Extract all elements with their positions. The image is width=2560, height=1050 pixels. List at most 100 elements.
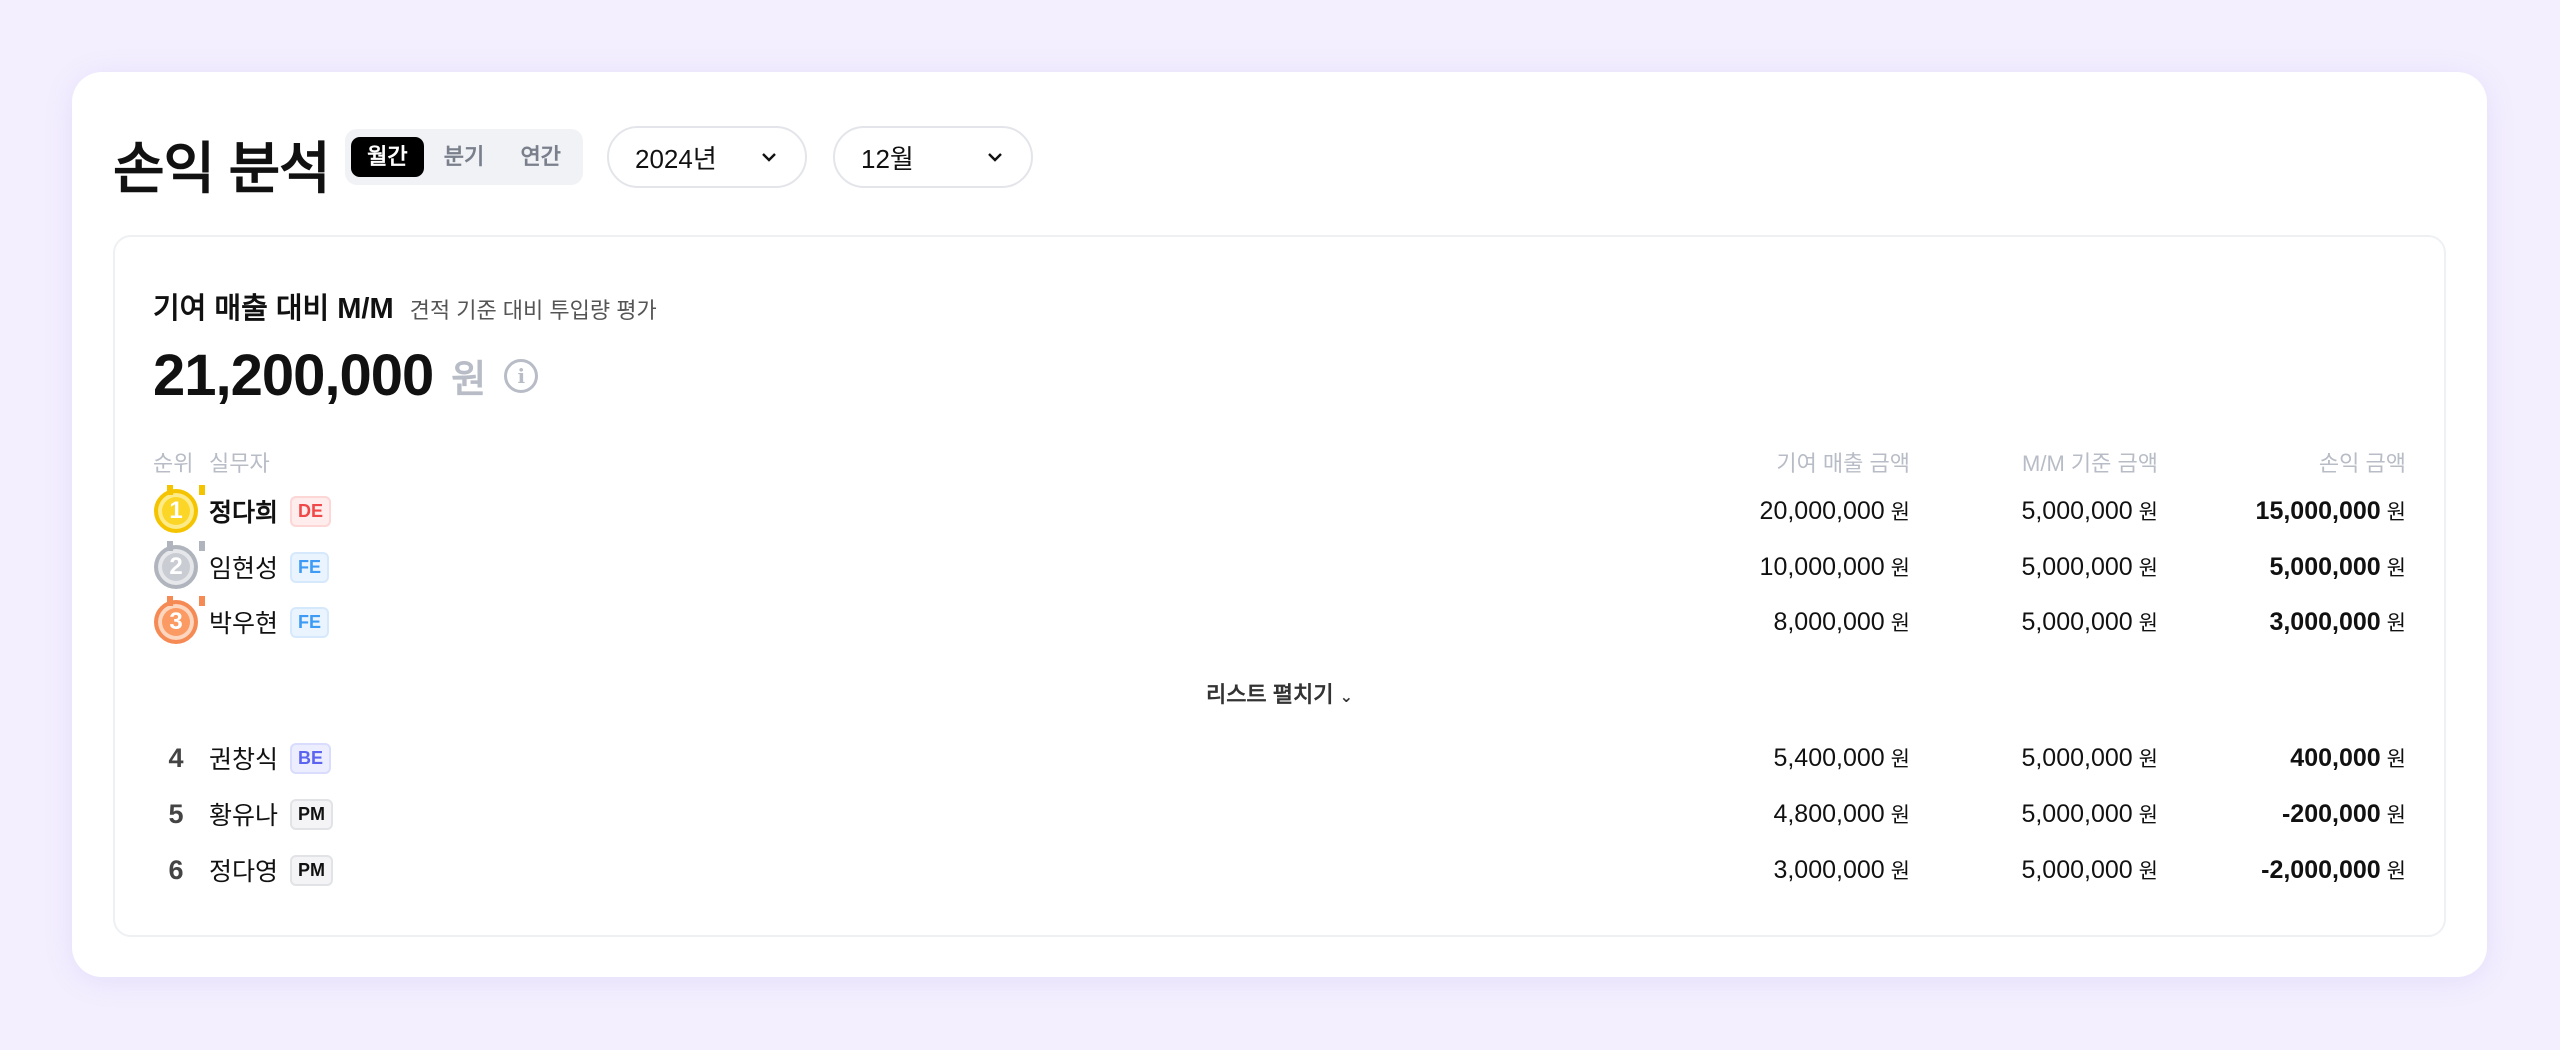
profit-value: 15,000,000 bbox=[2255, 496, 2381, 525]
member-name: 박우현 bbox=[209, 610, 279, 638]
won-unit: 원 bbox=[2386, 804, 2406, 827]
role-badge: FE bbox=[290, 606, 330, 638]
role-badge: DE bbox=[290, 495, 332, 527]
total-amount: 21,200,000 원 i bbox=[153, 342, 539, 409]
mm-value: 5,000,000 bbox=[2021, 743, 2133, 772]
name-cell: 박우현 FE bbox=[209, 597, 330, 647]
profit-value: 3,000,000 bbox=[2269, 607, 2381, 636]
table-row: 6 정다영 PM 3,000,000 원 5,000,000 원 -2,000,00… bbox=[115, 845, 2444, 895]
mm-cell: 5,000,000 원 bbox=[2021, 733, 2158, 783]
name-cell: 정다희 DE bbox=[209, 486, 332, 536]
profit-value: 5,000,000 bbox=[2269, 552, 2381, 581]
year-select[interactable]: 2024년 bbox=[607, 126, 807, 188]
revenue-value: 4,800,000 bbox=[1773, 799, 1885, 828]
revenue-cell: 3,000,000 원 bbox=[1773, 845, 1910, 895]
medal-icon: 3 bbox=[154, 596, 205, 644]
rank-cell: 3 bbox=[153, 596, 205, 647]
mm-cell: 5,000,000 원 bbox=[2021, 542, 2158, 592]
total-unit: 원 bbox=[451, 359, 487, 401]
profit-cell: -2,000,000 원 bbox=[2261, 845, 2406, 895]
chevron-down-icon bbox=[762, 153, 776, 162]
mm-value: 5,000,000 bbox=[2021, 496, 2133, 525]
member-name: 황유나 bbox=[209, 802, 279, 830]
rank-number: 5 bbox=[168, 798, 184, 829]
name-cell: 임현성 FE bbox=[209, 542, 330, 592]
header-revenue: 기여 매출 금액 bbox=[1776, 451, 1910, 476]
revenue-cell: 8,000,000 원 bbox=[1773, 597, 1910, 647]
rank-cell: 1 bbox=[153, 485, 205, 536]
won-unit: 원 bbox=[1890, 501, 1910, 524]
month-value: 12월 bbox=[861, 143, 914, 174]
expand-label: 리스트 펼치기 bbox=[1205, 682, 1334, 707]
revenue-value: 8,000,000 bbox=[1773, 607, 1885, 636]
mm-cell: 5,000,000 원 bbox=[2021, 845, 2158, 895]
expand-list-button[interactable]: 리스트 펼치기 ⌄ bbox=[115, 677, 2444, 709]
year-value: 2024년 bbox=[635, 143, 717, 174]
profit-cell: 3,000,000 원 bbox=[2269, 597, 2406, 647]
table-row: 3 박우현 FE 8,000,000 원 5,000,000 원 3,000,000… bbox=[115, 596, 2444, 647]
revenue-value: 10,000,000 bbox=[1759, 552, 1885, 581]
profit-cell: -200,000 원 bbox=[2282, 789, 2406, 839]
header-mm: M/M 기준 금액 bbox=[2022, 451, 2158, 476]
header-profit: 손익 금액 bbox=[2318, 451, 2406, 476]
won-unit: 원 bbox=[2386, 557, 2406, 580]
rank-cell: 6 bbox=[153, 845, 199, 895]
won-unit: 원 bbox=[1890, 860, 1910, 883]
member-name: 정다영 bbox=[209, 858, 279, 886]
revenue-value: 20,000,000 bbox=[1759, 496, 1885, 525]
won-unit: 원 bbox=[1890, 557, 1910, 580]
mm-value: 5,000,000 bbox=[2021, 607, 2133, 636]
page-title: 손익 분석 bbox=[113, 137, 331, 200]
won-unit: 원 bbox=[1890, 612, 1910, 635]
medal-icon: 2 bbox=[154, 541, 205, 589]
tab-quarterly[interactable]: 분기 bbox=[443, 144, 485, 169]
mm-value: 5,000,000 bbox=[2021, 799, 2133, 828]
revenue-value: 3,000,000 bbox=[1773, 855, 1885, 884]
section-header: 기여 매출 대비 M/M 견적 기준 대비 투입량 평가 bbox=[153, 285, 657, 327]
period-segmented-control: 월간 분기 연간 bbox=[345, 129, 583, 185]
month-select[interactable]: 12월 bbox=[833, 126, 1033, 188]
name-cell: 권창식 BE bbox=[209, 733, 332, 783]
section-title: 기여 매출 대비 M/M bbox=[153, 293, 394, 325]
chevron-down-icon bbox=[988, 153, 1002, 162]
role-badge: FE bbox=[290, 551, 330, 583]
header-name: 실무자 bbox=[209, 451, 270, 476]
profit-cell: 400,000 원 bbox=[2290, 733, 2406, 783]
tab-monthly[interactable]: 월간 bbox=[351, 137, 424, 177]
header-rank: 순위 bbox=[153, 451, 194, 476]
revenue-cell: 20,000,000 원 bbox=[1760, 486, 1910, 536]
rank-number: 1 bbox=[169, 497, 183, 524]
rank-number: 2 bbox=[169, 553, 183, 580]
rank-number: 3 bbox=[169, 608, 183, 635]
member-name: 정다희 bbox=[209, 499, 279, 527]
table-row: 4 권창식 BE 5,400,000 원 5,000,000 원 400,000 원 bbox=[115, 733, 2444, 783]
member-name: 권창식 bbox=[209, 746, 279, 774]
mm-value: 5,000,000 bbox=[2021, 552, 2133, 581]
role-badge: BE bbox=[290, 742, 332, 774]
tab-yearly[interactable]: 연간 bbox=[520, 144, 561, 169]
rank-cell: 5 bbox=[153, 789, 199, 839]
won-unit: 원 bbox=[2138, 748, 2158, 771]
name-cell: 황유나 PM bbox=[209, 789, 334, 839]
revenue-cell: 10,000,000 원 bbox=[1760, 542, 1910, 592]
profit-value: -2,000,000 bbox=[2261, 855, 2381, 884]
mm-cell: 5,000,000 원 bbox=[2021, 486, 2158, 536]
won-unit: 원 bbox=[2386, 860, 2406, 883]
won-unit: 원 bbox=[2138, 501, 2158, 524]
won-unit: 원 bbox=[2386, 501, 2406, 524]
won-unit: 원 bbox=[2386, 748, 2406, 771]
info-icon[interactable]: i bbox=[504, 358, 539, 393]
profit-analysis-card: 손익 분석 월간 분기 연간 2024년 12월 기여 매출 대비 M/M 견적… bbox=[72, 72, 2487, 977]
rank-number: 6 bbox=[168, 854, 184, 885]
table-row: 1 정다희 DE 20,000,000 원 5,000,000 원 15,000,0… bbox=[115, 485, 2444, 536]
role-badge: PM bbox=[290, 854, 334, 886]
revenue-value: 5,400,000 bbox=[1773, 743, 1885, 772]
profit-cell: 15,000,000 원 bbox=[2256, 486, 2406, 536]
won-unit: 원 bbox=[1890, 804, 1910, 827]
contribution-panel: 기여 매출 대비 M/M 견적 기준 대비 투입량 평가 21,200,000 … bbox=[113, 235, 2446, 937]
won-unit: 원 bbox=[1890, 748, 1910, 771]
profit-cell: 5,000,000 원 bbox=[2269, 542, 2406, 592]
total-value: 21,200,000 bbox=[153, 343, 434, 408]
table-header: 순위 실무자 기여 매출 금액 M/M 기준 금액 손익 금액 bbox=[115, 447, 2444, 477]
medal-icon: 1 bbox=[154, 485, 205, 533]
